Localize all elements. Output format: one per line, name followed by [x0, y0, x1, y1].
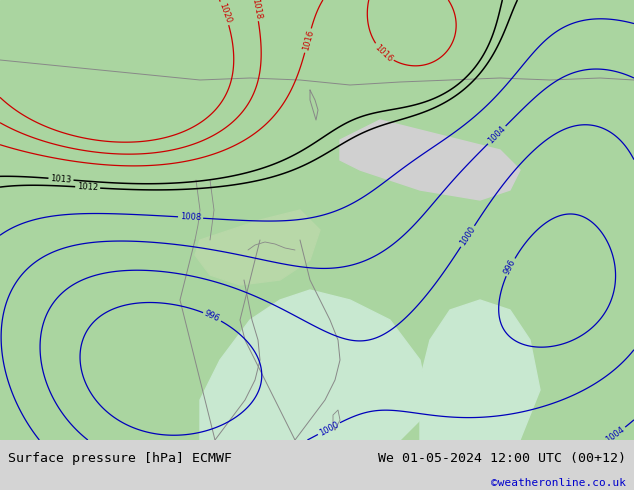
Text: 1008: 1008 [180, 212, 202, 222]
Text: 1016: 1016 [373, 43, 394, 63]
Text: Surface pressure [hPa] ECMWF: Surface pressure [hPa] ECMWF [8, 451, 231, 465]
Text: 1000: 1000 [318, 419, 340, 438]
Text: 1016: 1016 [301, 29, 315, 52]
Polygon shape [420, 300, 540, 440]
Text: 1020: 1020 [217, 2, 233, 24]
Text: 1000: 1000 [458, 225, 477, 247]
Text: 1012: 1012 [77, 182, 98, 193]
Polygon shape [200, 290, 430, 440]
Text: 1004: 1004 [604, 425, 626, 444]
Text: 1004: 1004 [486, 124, 507, 146]
Text: 1013: 1013 [50, 174, 72, 184]
Polygon shape [195, 210, 320, 285]
Text: ©weatheronline.co.uk: ©weatheronline.co.uk [491, 477, 626, 488]
Text: 996: 996 [203, 309, 221, 324]
Text: We 01-05-2024 12:00 UTC (00+12): We 01-05-2024 12:00 UTC (00+12) [378, 451, 626, 465]
Polygon shape [340, 120, 520, 200]
Text: 1018: 1018 [250, 0, 262, 20]
Text: 996: 996 [503, 258, 518, 276]
